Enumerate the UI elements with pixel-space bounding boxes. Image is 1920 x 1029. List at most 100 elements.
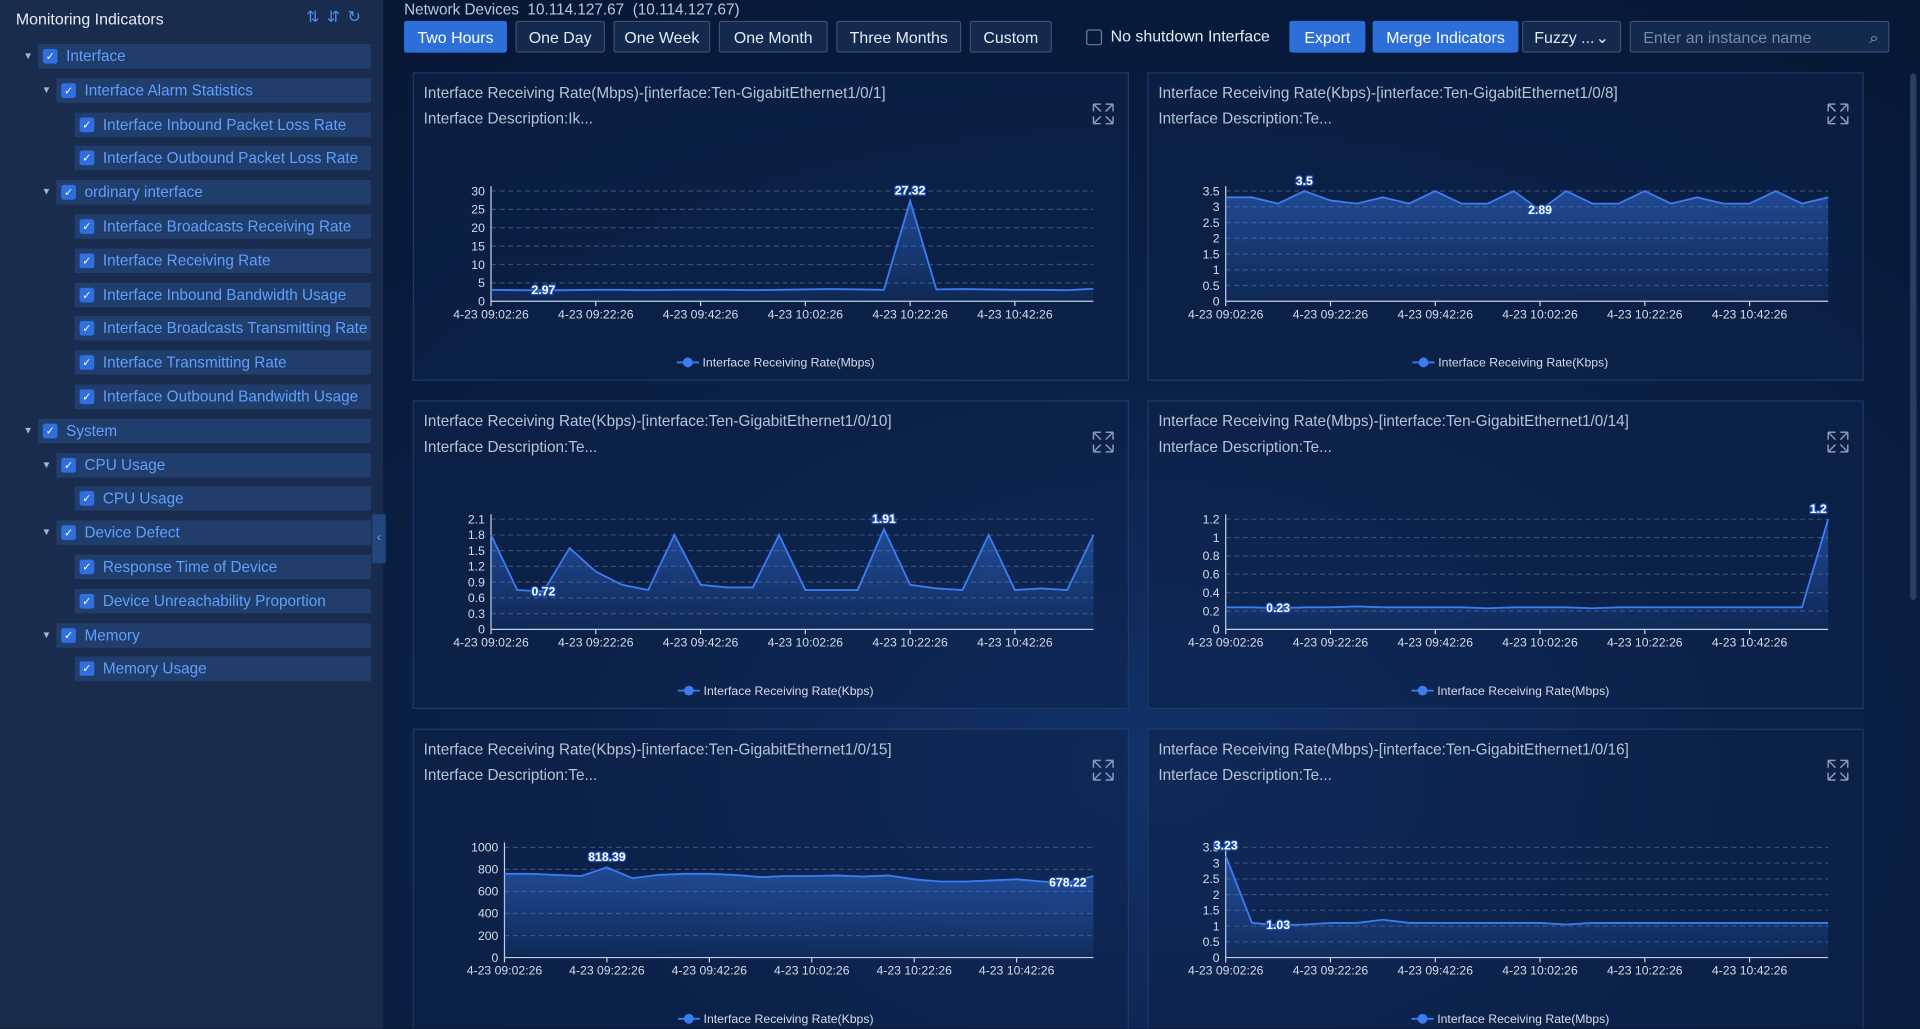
ip: 10.114.127.67	[527, 1, 625, 19]
chart-card: Interface Receiving Rate(Mbps)-[interfac…	[1147, 728, 1864, 1029]
checkbox-label: No shutdown Interface	[1110, 26, 1270, 46]
checkbox[interactable]: ✓	[79, 559, 95, 575]
tree-item[interactable]: ✓ Device Unreachability Proportion	[74, 588, 372, 614]
tree-item[interactable]: ✓ Interface Broadcasts Receiving Rate	[74, 214, 372, 239]
tree-item[interactable]: ✓ Response Time of Device	[74, 554, 372, 580]
expand-icon	[1827, 759, 1849, 781]
tree-label: Device Unreachability Proportion	[102, 592, 326, 610]
range-button[interactable]: One Month	[718, 20, 828, 53]
range-button[interactable]: One Day	[515, 20, 605, 53]
checkbox[interactable]: ✓	[79, 389, 95, 405]
expand-arrow: ▼	[41, 628, 52, 640]
x-tick-label: 4-23 10:22:26	[1607, 964, 1683, 978]
tree-label: Device Defect	[84, 524, 180, 542]
y-tick-label: 0.8	[1203, 549, 1220, 563]
search-input[interactable]: Enter an instance name ⌕	[1629, 20, 1890, 53]
tree-label: Interface Transmitting Rate	[102, 354, 287, 372]
y-tick-label: 2.5	[1203, 216, 1220, 230]
tree-item-bg	[74, 350, 372, 375]
tree-item[interactable]: ✓ Interface Inbound Packet Loss Rate	[74, 112, 372, 137]
x-tick-label: 4-23 10:42:26	[1712, 636, 1788, 650]
tree-item[interactable]: ✓ Interface Receiving Rate	[74, 248, 372, 273]
y-tick-label: 0.2	[1203, 604, 1220, 618]
export-button[interactable]: Export	[1289, 20, 1366, 53]
tree-item[interactable]: ▼ ✓ Interface	[23, 44, 372, 69]
expand-arrow: ▼	[41, 186, 52, 198]
checkbox[interactable]: ✓	[42, 48, 58, 64]
chart-card: Interface Receiving Rate(Kbps)-[interfac…	[1147, 72, 1864, 381]
value-label: 27.32	[895, 184, 926, 198]
y-tick-label: 0	[1213, 295, 1220, 309]
legend-label: Interface Receiving Rate(Mbps)	[1437, 1012, 1609, 1026]
checkbox[interactable]: ✓	[61, 83, 76, 98]
range-button[interactable]: Custom	[969, 20, 1052, 53]
checkbox[interactable]: ✓	[79, 661, 95, 677]
checkbox[interactable]: ✓	[61, 627, 76, 643]
checkbox[interactable]: ✓	[79, 321, 95, 336]
tree-label: Interface Alarm Statistics	[84, 81, 253, 99]
chart: 0 0.3 0.6 0.91.2 1.5 1.8 2.1 4-23 09:02:26 4-23 …	[453, 431, 1114, 698]
checkbox[interactable]: ✓	[42, 423, 58, 439]
x-tick-label: 4-23 10:42:26	[977, 307, 1053, 321]
x-tick-label: 4-23 10:02:26	[1502, 964, 1578, 978]
tree-item[interactable]: ✓ Interface Broadcasts Transmitting Rate	[74, 316, 372, 341]
y-tick-label: 0.4	[1203, 586, 1220, 600]
checkbox[interactable]	[1086, 29, 1103, 46]
chart-card: Interface Receiving Rate(Kbps)-[interfac…	[412, 728, 1129, 1029]
tree-item[interactable]: ▼ ✓ Memory	[42, 622, 372, 648]
line	[1225, 189, 1829, 212]
checkbox[interactable]: ✓	[79, 287, 95, 302]
checkbox[interactable]: ✓	[79, 219, 95, 234]
checkbox[interactable]: ✓	[79, 151, 95, 166]
tree-item[interactable]: ▼ ✓ ordinary interface	[42, 180, 372, 205]
tree-item[interactable]: ✓ Interface Transmitting Rate	[74, 350, 372, 375]
checkbox[interactable]: ✓	[61, 525, 76, 541]
checkbox[interactable]: ✓	[79, 593, 95, 609]
range-button[interactable]: Three Months	[836, 20, 962, 53]
tree-item-bg	[56, 78, 372, 103]
range-button[interactable]: Two Hours	[404, 20, 507, 53]
tree-item[interactable]: ▼ ✓ Device Defect	[42, 520, 372, 546]
tree-item[interactable]: ▼ ✓ CPU Usage	[42, 452, 372, 478]
tree-item[interactable]: ✓ Memory Usage	[74, 656, 372, 682]
scrollbar[interactable]	[1910, 73, 1917, 601]
range-button[interactable]: One Week	[613, 20, 711, 53]
checkbox[interactable]: ✓	[61, 457, 76, 473]
tree-item[interactable]: ▼ ✓ Interface Alarm Statistics	[42, 78, 372, 103]
tree-item[interactable]: ▼ ✓ System	[23, 418, 372, 444]
checkbox[interactable]: ✓	[79, 117, 95, 132]
checkbox[interactable]: ✓	[79, 355, 95, 371]
x-tick-label: 4-23 09:02:26	[467, 964, 543, 978]
expand-icon	[1092, 431, 1114, 453]
y-tick-label: 5	[478, 276, 485, 290]
chart: 0 0.5 1 1.52 2.5 3 3.5 4-23 09:02:26 4-23 09:22:…	[1188, 103, 1849, 370]
y-tick-label: 0.5	[1203, 279, 1220, 293]
y-tick-label: 15	[471, 239, 485, 253]
legend-label: Interface Receiving Rate(Mbps)	[1437, 684, 1609, 698]
tree-item[interactable]: ✓ Interface Outbound Bandwidth Usage	[74, 384, 372, 409]
tree-item[interactable]: ✓ CPU Usage	[74, 486, 372, 512]
card-title: Interface Receiving Rate(Kbps)-[interfac…	[423, 740, 892, 758]
merge-button[interactable]: Merge Indicators	[1372, 20, 1519, 53]
tree-label: CPU Usage	[84, 456, 166, 474]
sidebar-tools[interactable]: ⇅⇵↻	[306, 7, 369, 26]
legend-marker	[682, 357, 693, 368]
card-title: Interface Receiving Rate(Mbps)-[interfac…	[1158, 740, 1629, 758]
legend-marker	[1417, 685, 1428, 696]
card-title: Interface Receiving Rate(Mbps)-[interfac…	[1158, 412, 1629, 430]
tree-item-bg	[37, 44, 372, 69]
fuzzy-select[interactable]: Fuzzy ... ⌄	[1522, 20, 1622, 53]
expand-arrow: ▼	[41, 84, 52, 96]
checkbox[interactable]: ✓	[79, 253, 95, 268]
area	[1225, 855, 1829, 958]
tree-item[interactable]: ✓ Interface Outbound Packet Loss Rate	[74, 146, 372, 171]
collapse-handle[interactable]: ‹	[372, 514, 386, 564]
checkbox[interactable]: ✓	[61, 185, 76, 200]
area	[1225, 191, 1829, 302]
checkbox[interactable]: ✓	[79, 491, 95, 507]
expand-icon	[1092, 759, 1114, 781]
tree-item-bg	[74, 554, 372, 580]
tree-item[interactable]: ✓ Interface Inbound Bandwidth Usage	[74, 282, 372, 307]
tree-item-bg	[74, 112, 372, 137]
